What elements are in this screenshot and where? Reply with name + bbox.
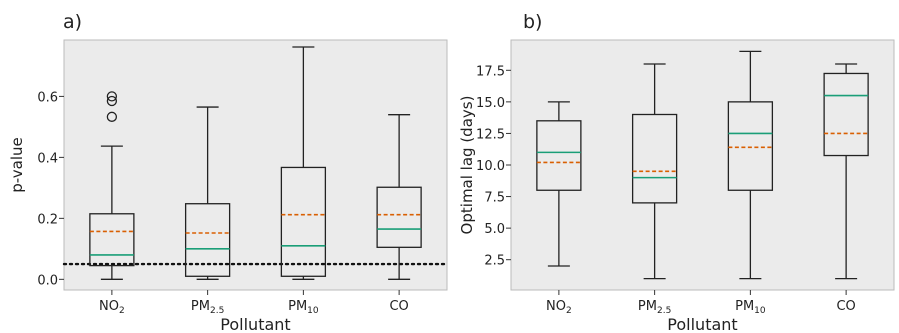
y-tick-label: 0.6 — [37, 90, 58, 105]
iqr-box — [89, 213, 135, 267]
y-tick-label: 10.0 — [476, 159, 505, 174]
box-0 — [89, 91, 135, 280]
x-tick-label: PM2.5 — [638, 299, 671, 316]
x-tick-label-base: PM — [638, 299, 657, 314]
box-3 — [376, 114, 422, 280]
x-tick-label: NO2 — [546, 299, 572, 316]
y-axis-label: Optimal lag (days) — [458, 96, 476, 235]
panel-b: b) 2.5 5.0 7.5 10.0 12.5 15.0 17.5 Optimal lag (… — [458, 11, 895, 333]
x-tick-label-base: CO — [389, 299, 408, 314]
iqr-box — [536, 120, 582, 191]
plot-area — [510, 39, 895, 291]
x-tick-label-base: PM — [191, 299, 210, 314]
iqr-box — [184, 203, 231, 277]
x-tick-label-base: CO — [836, 299, 855, 314]
y-tick-label: 17.5 — [476, 64, 505, 79]
y-axis-label: p-value — [8, 137, 26, 193]
iqr-box — [280, 166, 327, 277]
box-1 — [184, 106, 231, 280]
panel-label: a) — [63, 11, 82, 33]
x-tick-label-subscript: 2.5 — [657, 306, 671, 316]
plot-area — [63, 39, 448, 291]
x-tick-label: CO — [389, 299, 408, 314]
panel-label: b) — [523, 11, 542, 33]
outlier-point — [106, 91, 118, 102]
box-2 — [727, 50, 774, 280]
box-1 — [631, 63, 678, 280]
iqr-box — [727, 101, 774, 191]
y-tick-label: 15.0 — [476, 96, 505, 111]
outlier-point — [106, 111, 118, 122]
y-tick-label: 0.2 — [37, 212, 58, 227]
x-tick-label: CO — [836, 299, 855, 314]
x-tick-label-subscript: 2.5 — [210, 306, 224, 316]
x-tick-label-subscript: 2 — [566, 306, 572, 316]
iqr-box — [823, 72, 869, 157]
x-tick-label-base: NO — [546, 299, 566, 314]
x-tick-label: PM10 — [288, 299, 319, 316]
y-tick-label: 0.4 — [37, 151, 58, 166]
x-tick-label-subscript: 2 — [119, 306, 125, 316]
x-tick-label-base: PM — [735, 299, 754, 314]
y-tick-label: 0.0 — [37, 273, 58, 288]
box-3 — [823, 63, 869, 280]
x-axis-label: Pollutant — [667, 315, 737, 333]
x-tick-label: PM10 — [735, 299, 766, 316]
box-0 — [536, 101, 582, 267]
x-tick-label-subscript: 10 — [307, 306, 319, 316]
iqr-box — [631, 113, 678, 204]
y-tick-label: 12.5 — [476, 127, 505, 142]
x-tick-label: PM2.5 — [191, 299, 224, 316]
x-tick-label-subscript: 10 — [754, 306, 766, 316]
x-tick-label-base: PM — [288, 299, 307, 314]
y-tick-label: 2.5 — [484, 254, 505, 269]
x-tick-label-base: NO — [99, 299, 119, 314]
x-axis-label: Pollutant — [220, 315, 290, 333]
y-tick-label: 5.0 — [484, 222, 505, 237]
iqr-box — [376, 186, 422, 248]
outlier-point — [106, 95, 118, 107]
box-2 — [280, 46, 327, 280]
x-tick-label: NO2 — [99, 299, 125, 316]
y-tick-label: 7.5 — [484, 191, 505, 206]
